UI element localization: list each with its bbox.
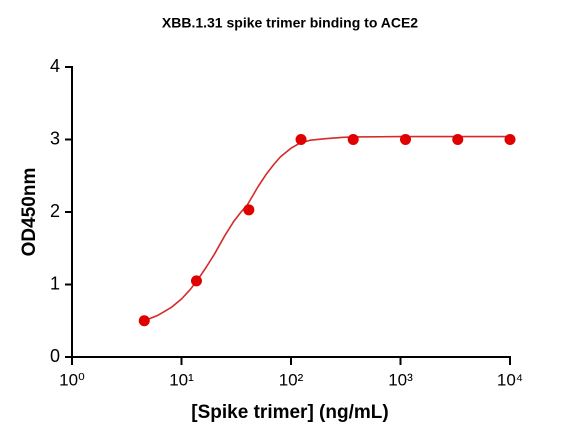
data-point — [452, 134, 464, 145]
data-point — [504, 134, 516, 145]
x-tick-label: 10⁴ — [497, 370, 523, 389]
data-point — [295, 134, 307, 145]
data-point — [243, 204, 255, 216]
data-point — [190, 275, 202, 287]
y-tick-label: 2 — [50, 201, 60, 221]
x-tick-label: 10² — [279, 370, 304, 389]
y-axis-label: OD450nm — [19, 168, 40, 257]
y-tick-label: 3 — [50, 128, 60, 148]
data-point — [400, 134, 412, 145]
chart-title: XBB.1.31 spike trimer binding to ACE2 — [162, 15, 418, 31]
x-tick-label: 10⁰ — [59, 370, 85, 389]
x-tick-label: 10³ — [388, 370, 413, 389]
data-point — [347, 134, 359, 145]
x-tick-label: 10¹ — [169, 370, 194, 389]
y-tick-label: 0 — [50, 346, 60, 366]
y-tick-label: 1 — [50, 273, 60, 293]
y-tick-label: 4 — [50, 56, 60, 76]
x-axis-label: [Spike trimer] (ng/mL) — [191, 402, 388, 423]
data-point — [138, 315, 150, 327]
fit-curve — [143, 135, 510, 322]
